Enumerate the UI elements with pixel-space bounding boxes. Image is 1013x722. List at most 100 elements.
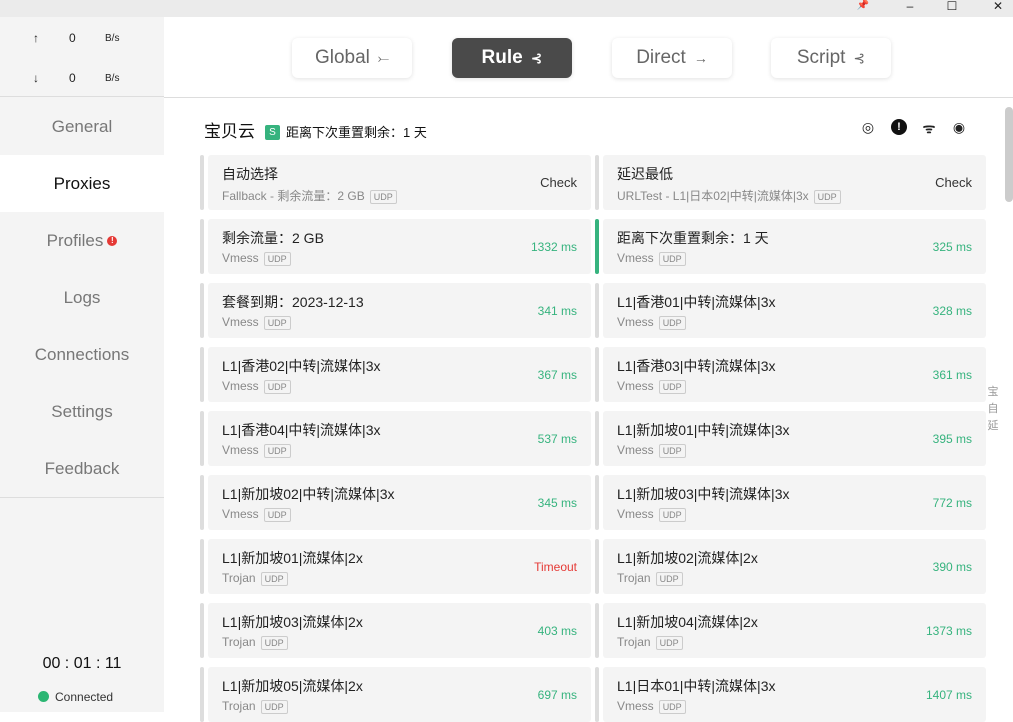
- selection-indicator: [595, 219, 599, 274]
- proxy-type-label: Trojan: [222, 635, 256, 649]
- proxy-card[interactable]: L1|新加坡02|流媒体|2x Trojan UDP 390 ms: [595, 539, 986, 594]
- sidebar-divider: [0, 497, 164, 498]
- proxy-type-label: Trojan: [617, 571, 651, 585]
- proxy-card[interactable]: 剩余流量：2 GB Vmess UDP 1332 ms: [200, 219, 591, 274]
- upload-unit: B/s: [105, 33, 120, 44]
- maximize-button[interactable]: ☐: [946, 0, 958, 13]
- sidebar-item-label: Feedback: [44, 459, 120, 478]
- check-button[interactable]: Check: [935, 175, 972, 190]
- proxy-type: Vmess UDP: [617, 379, 686, 394]
- selection-indicator: [200, 475, 204, 530]
- proxy-card[interactable]: L1|香港04|中转|流媒体|3x Vmess UDP 537 ms: [200, 411, 591, 466]
- proxy-card[interactable]: L1|香港03|中转|流媒体|3x Vmess UDP 361 ms: [595, 347, 986, 402]
- proxy-card[interactable]: L1|香港01|中转|流媒体|3x Vmess UDP 328 ms: [595, 283, 986, 338]
- uptime-timer: 00 : 01 : 11: [42, 655, 122, 672]
- proxy-card[interactable]: L1|新加坡05|流媒体|2x Trojan UDP 697 ms: [200, 667, 591, 722]
- sidebar-item-profiles[interactable]: Profiles!: [0, 212, 164, 269]
- index-item[interactable]: 自: [987, 403, 999, 415]
- latency-test-icon[interactable]: ᯤ: [922, 120, 936, 136]
- proxy-type-label: Vmess: [617, 315, 654, 329]
- proxy-card[interactable]: L1|日本01|中转|流媒体|3x Vmess UDP 1407 ms: [595, 667, 986, 722]
- sidebar-item-connections[interactable]: Connections: [0, 326, 164, 383]
- udp-badge: UDP: [369, 190, 397, 204]
- mode-icon: →: [693, 50, 708, 66]
- proxy-name: L1|新加坡03|流媒体|2x: [222, 614, 363, 630]
- udp-badge: UDP: [813, 190, 841, 204]
- check-button[interactable]: Check: [540, 175, 577, 190]
- sidebar-item-proxies[interactable]: Proxies: [0, 155, 164, 212]
- sidebar-item-label: Logs: [63, 288, 101, 307]
- download-arrow-icon: ↓: [33, 71, 39, 85]
- proxy-type-label: Vmess: [222, 315, 259, 329]
- proxy-card[interactable]: L1|新加坡01|中转|流媒体|3x Vmess UDP 395 ms: [595, 411, 986, 466]
- minimize-button[interactable]: –: [906, 0, 914, 13]
- group-index: 宝自延: [986, 384, 1000, 435]
- latency-value: 367 ms: [537, 368, 577, 382]
- locate-icon[interactable]: ◎: [861, 119, 875, 135]
- title-bar: 📌 – ☐ ✕: [0, 0, 1013, 17]
- sidebar-item-general[interactable]: General: [0, 98, 164, 155]
- group-name: 宝贝云: [204, 122, 255, 141]
- proxy-name: L1|新加坡03|中转|流媒体|3x: [617, 486, 790, 502]
- latency-value: 537 ms: [537, 432, 577, 446]
- proxy-card[interactable]: 套餐到期：2023-12-13 Vmess UDP 341 ms: [200, 283, 591, 338]
- proxy-type: Trojan UDP: [617, 571, 683, 586]
- udp-badge: UDP: [655, 636, 683, 650]
- proxy-card[interactable]: L1|新加坡03|流媒体|2x Trojan UDP 403 ms: [200, 603, 591, 658]
- index-item[interactable]: 延: [987, 420, 999, 432]
- alert-icon[interactable]: !: [891, 119, 907, 135]
- sidebar-item-logs[interactable]: Logs: [0, 269, 164, 326]
- proxy-type-label: Trojan: [222, 699, 256, 713]
- latency-value: 345 ms: [537, 496, 577, 510]
- latency-value: 1332 ms: [530, 240, 577, 254]
- proxy-card[interactable]: 距离下次重置剩余：1 天 Vmess UDP 325 ms: [595, 219, 986, 274]
- close-button[interactable]: ✕: [992, 0, 1004, 13]
- udp-badge: UDP: [658, 444, 686, 458]
- proxy-type: URLTest - L1|日本02|中转|流媒体|3x UDP: [617, 187, 841, 204]
- latency-value: 395 ms: [932, 432, 972, 446]
- mode-script-button[interactable]: Script ⊰: [771, 38, 891, 78]
- group-header: 宝贝云 S 距离下次重置剩余：1 天: [204, 117, 427, 142]
- sidebar-item-settings[interactable]: Settings: [0, 383, 164, 440]
- proxy-name: L1|新加坡01|中转|流媒体|3x: [617, 422, 790, 438]
- selection-indicator: [595, 155, 599, 210]
- proxy-type-label: Vmess: [222, 443, 259, 457]
- latency-value: 1407 ms: [925, 688, 972, 702]
- selection-indicator: [595, 475, 599, 530]
- mode-direct-button[interactable]: Direct →: [612, 38, 732, 78]
- sidebar-item-feedback[interactable]: Feedback: [0, 440, 164, 497]
- alert-badge-icon: !: [107, 236, 118, 246]
- mode-rule-button[interactable]: Rule ⊰: [452, 38, 572, 78]
- proxy-type-label: Vmess: [617, 379, 654, 393]
- proxy-name: 距离下次重置剩余：1 天: [617, 230, 769, 246]
- selection-indicator: [200, 667, 204, 722]
- scrollbar[interactable]: [1005, 107, 1013, 202]
- udp-badge: UDP: [260, 636, 288, 650]
- proxy-card[interactable]: L1|新加坡04|流媒体|2x Trojan UDP 1373 ms: [595, 603, 986, 658]
- sidebar-item-label: Settings: [51, 402, 113, 421]
- mode-icon: ⤚: [377, 50, 390, 66]
- proxy-card[interactable]: L1|新加坡03|中转|流媒体|3x Vmess UDP 772 ms: [595, 475, 986, 530]
- proxy-name: L1|新加坡05|流媒体|2x: [222, 678, 363, 694]
- proxy-card[interactable]: L1|新加坡01|流媒体|2x Trojan UDP Timeout: [200, 539, 591, 594]
- proxy-card[interactable]: 延迟最低 URLTest - L1|日本02|中转|流媒体|3x UDP Check: [595, 155, 986, 210]
- selection-indicator: [595, 603, 599, 658]
- selection-indicator: [200, 603, 204, 658]
- eye-icon[interactable]: ◉: [952, 119, 966, 135]
- proxy-name: 延迟最低: [617, 166, 673, 182]
- latency-value: 403 ms: [537, 624, 577, 638]
- group-badge: S: [265, 125, 280, 140]
- proxy-card[interactable]: L1|香港02|中转|流媒体|3x Vmess UDP 367 ms: [200, 347, 591, 402]
- proxy-card[interactable]: 自动选择 Fallback - 剩余流量：2 GB UDP Check: [200, 155, 591, 210]
- proxy-name: L1|日本01|中转|流媒体|3x: [617, 678, 776, 694]
- proxy-card[interactable]: L1|新加坡02|中转|流媒体|3x Vmess UDP 345 ms: [200, 475, 591, 530]
- mode-global-button[interactable]: Global ⤚: [292, 38, 412, 78]
- index-item[interactable]: 宝: [987, 386, 999, 398]
- traffic-panel: ↑ 0 B/s ↓ 0 B/s: [0, 17, 164, 97]
- proxy-type-label: Vmess: [222, 251, 259, 265]
- pin-icon[interactable]: 📌: [856, 0, 870, 11]
- selection-indicator: [595, 667, 599, 722]
- udp-badge: UDP: [263, 252, 291, 266]
- proxy-name: L1|香港02|中转|流媒体|3x: [222, 358, 381, 374]
- udp-badge: UDP: [263, 508, 291, 522]
